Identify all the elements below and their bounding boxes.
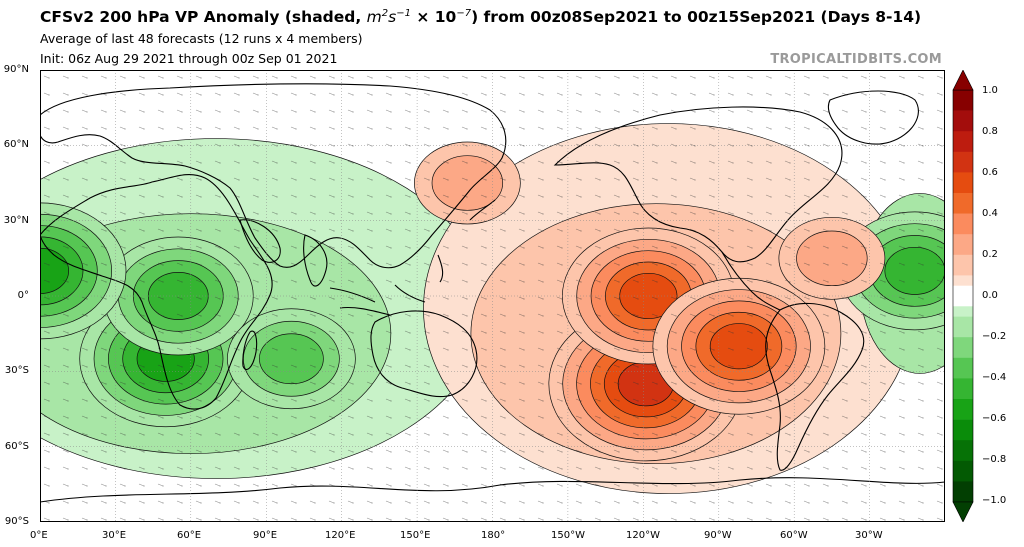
colorbar-tick: −0.4 <box>982 372 1007 383</box>
colorbar-segment <box>953 337 973 359</box>
chart-title: CFSv2 200 hPa VP Anomaly (shaded, m2s−1 … <box>40 8 922 27</box>
colorbar-tick: 1.0 <box>982 85 998 96</box>
colorbar-tick: 0.4 <box>982 208 998 219</box>
colorbar-zero-band <box>953 285 973 307</box>
site-credit: TROPICALTIDBITS.COM <box>770 52 942 67</box>
lon-label: 120°E <box>325 530 356 541</box>
colorbar-segment <box>953 440 973 462</box>
colorbar-segment <box>953 131 973 153</box>
colorbar-tick: 0.6 <box>982 167 998 178</box>
lon-label: 0°E <box>30 530 48 541</box>
colorbar-tick: 0.2 <box>982 249 998 260</box>
coastlines <box>40 83 945 503</box>
colorbar-segment <box>953 378 973 400</box>
lon-label: 120°W <box>626 530 660 541</box>
colorbar-segment <box>953 254 973 276</box>
colorbar-segment <box>953 399 973 420</box>
lat-label: 0° <box>17 290 29 301</box>
colorbar-segment <box>953 172 973 194</box>
lon-label: 180° <box>481 530 506 541</box>
colorbar-segment <box>953 110 973 132</box>
colorbar-extend-min <box>952 501 974 522</box>
lon-label: 90°E <box>253 530 278 541</box>
lat-lon-grid <box>40 70 945 522</box>
lat-label: 60°N <box>3 139 29 150</box>
colorbar-segment <box>953 316 973 338</box>
colorbar-tick: 0.0 <box>982 290 998 301</box>
lat-label: 90°S <box>4 516 29 527</box>
colorbar-tick: −0.2 <box>982 331 1007 342</box>
lat-label: 90°N <box>3 64 29 75</box>
lon-label: 60°W <box>780 530 808 541</box>
colorbar-segment <box>953 357 973 379</box>
lat-label: 60°S <box>4 441 29 452</box>
lon-label: 150°W <box>551 530 585 541</box>
colorbar <box>952 70 974 522</box>
subtitle-init: Init: 06z Aug 29 2021 through 00z Sep 01… <box>40 51 338 66</box>
colorbar-tick: 0.8 <box>982 126 998 137</box>
lon-label: 30°W <box>855 530 883 541</box>
colorbar-segment <box>953 213 973 235</box>
lon-label: 150°E <box>400 530 431 541</box>
lon-label: 30°E <box>102 530 127 541</box>
colorbar-segment <box>953 193 973 214</box>
colorbar-segment <box>953 151 973 173</box>
colorbar-tick: −1.0 <box>982 495 1007 506</box>
lon-label: 60°E <box>177 530 202 541</box>
lat-label: 30°N <box>3 215 29 226</box>
colorbar-segment <box>953 460 973 482</box>
lat-label: 30°S <box>4 365 29 376</box>
colorbar-segment <box>953 234 973 256</box>
lon-label: 90°W <box>704 530 732 541</box>
colorbar-tick: −0.6 <box>982 413 1007 424</box>
map-plot <box>40 70 945 522</box>
colorbar-extend-max <box>952 70 974 91</box>
colorbar-tick: −0.8 <box>982 454 1007 465</box>
colorbar-segment <box>953 481 973 503</box>
colorbar-segment <box>953 90 973 111</box>
subtitle-forecasts: Average of last 48 forecasts (12 runs x … <box>40 31 363 46</box>
colorbar-segment <box>953 419 973 441</box>
map-frame <box>40 70 945 522</box>
